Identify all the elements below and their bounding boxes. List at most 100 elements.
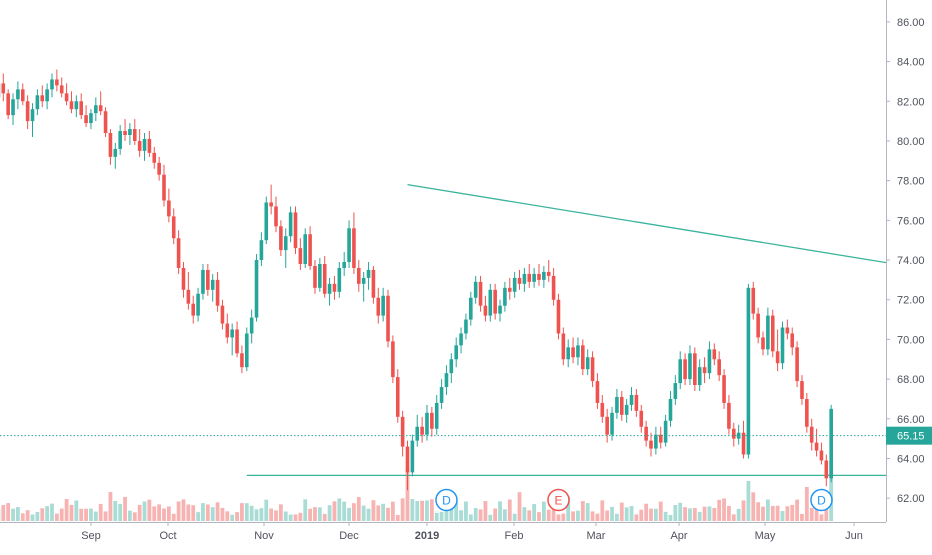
volume-bar bbox=[367, 509, 371, 521]
candle-body bbox=[610, 413, 614, 435]
volume-bar bbox=[362, 506, 366, 521]
candle-body bbox=[226, 324, 230, 338]
price-tick-label: 86.00 bbox=[897, 17, 925, 29]
volume-bar bbox=[503, 509, 507, 521]
volume-bar bbox=[805, 487, 809, 521]
candle-body bbox=[411, 441, 415, 473]
candle-body bbox=[430, 413, 434, 429]
volume-bar bbox=[225, 511, 229, 521]
event-marker-label: D bbox=[442, 494, 451, 508]
volume-bar bbox=[118, 504, 122, 521]
candle-body bbox=[274, 206, 278, 226]
volume-bar bbox=[795, 500, 799, 521]
volume-bar bbox=[245, 503, 249, 521]
candle-body bbox=[211, 280, 215, 290]
volume-bar bbox=[99, 504, 103, 521]
candle-body bbox=[313, 266, 317, 288]
candle-body bbox=[571, 347, 575, 357]
candle-body bbox=[771, 316, 775, 352]
volume-bar bbox=[435, 513, 439, 521]
candle-body bbox=[279, 226, 283, 250]
time-tick-label: Mar bbox=[587, 530, 606, 542]
volume-bar bbox=[221, 508, 225, 521]
volume-bar bbox=[128, 511, 132, 521]
candle-body bbox=[435, 403, 439, 429]
candle-body bbox=[162, 175, 166, 201]
candle-body bbox=[732, 429, 736, 439]
candle-body bbox=[518, 278, 522, 284]
candle-body bbox=[498, 306, 502, 314]
volume-bar bbox=[401, 498, 405, 521]
volume-bar bbox=[84, 509, 88, 521]
volume-bar bbox=[1, 505, 5, 521]
earnings-marker[interactable]: E bbox=[548, 490, 569, 511]
candle-body bbox=[776, 351, 780, 363]
volume-bar bbox=[683, 507, 687, 521]
time-tick-label: Dec bbox=[339, 530, 359, 542]
volume-bar bbox=[303, 499, 307, 521]
last-price-label: 65.15 bbox=[897, 431, 925, 443]
volume-bar bbox=[289, 515, 293, 521]
volume-bar bbox=[634, 514, 638, 521]
dividend-marker[interactable]: D bbox=[811, 490, 832, 511]
candle-body bbox=[751, 288, 755, 314]
volume-bar bbox=[518, 492, 522, 521]
candle-body bbox=[820, 451, 824, 461]
candle-body bbox=[21, 89, 25, 101]
candle-body bbox=[109, 133, 113, 157]
candle-body bbox=[591, 357, 595, 381]
volume-bar bbox=[196, 512, 200, 521]
volume-bar bbox=[89, 509, 93, 521]
candle-body bbox=[683, 359, 687, 379]
volume-bar bbox=[751, 492, 755, 521]
candle-body bbox=[138, 141, 142, 151]
candle-body bbox=[381, 296, 385, 316]
candle-body bbox=[630, 395, 634, 405]
candle-body bbox=[547, 272, 551, 276]
candle-body bbox=[31, 109, 35, 121]
candle-body bbox=[216, 280, 220, 306]
candle-body bbox=[829, 409, 833, 478]
volume-bar bbox=[216, 502, 220, 521]
volume-bar bbox=[639, 510, 643, 521]
candle-body bbox=[722, 375, 726, 403]
candle-body bbox=[440, 387, 444, 403]
volume-bar bbox=[74, 501, 78, 521]
event-marker-label: E bbox=[554, 494, 562, 508]
volume-bar bbox=[742, 500, 746, 521]
candle-body bbox=[342, 262, 346, 268]
volume-bar bbox=[820, 514, 824, 521]
volume-bar bbox=[508, 500, 512, 521]
candle-body bbox=[40, 95, 44, 101]
volume-bar bbox=[542, 502, 546, 521]
volume-bar bbox=[527, 510, 531, 521]
candle-body bbox=[586, 357, 590, 369]
volume-bar bbox=[571, 511, 575, 521]
candle-body bbox=[6, 93, 10, 115]
volume-bar bbox=[391, 502, 395, 521]
time-tick-label: Sep bbox=[81, 530, 101, 542]
volume-bar bbox=[11, 509, 15, 521]
candle-body bbox=[167, 200, 171, 216]
dividend-marker[interactable]: D bbox=[436, 490, 457, 511]
candle-body bbox=[65, 93, 69, 101]
volume-bar bbox=[557, 514, 561, 521]
volume-bar bbox=[381, 504, 385, 521]
candle-body bbox=[133, 129, 137, 141]
candle-body bbox=[815, 443, 819, 451]
candle-body bbox=[781, 328, 785, 364]
volume-bar bbox=[600, 500, 604, 521]
candle-body bbox=[157, 163, 161, 175]
candle-body bbox=[221, 306, 225, 324]
volume-bar bbox=[186, 504, 190, 521]
candle-body bbox=[664, 421, 668, 443]
candle-body bbox=[118, 131, 122, 149]
volume-bar bbox=[264, 500, 268, 521]
candle-body bbox=[581, 345, 585, 369]
price-tick-label: 62.00 bbox=[897, 493, 925, 505]
volume-bar bbox=[625, 507, 629, 521]
volume-bar bbox=[698, 512, 702, 521]
